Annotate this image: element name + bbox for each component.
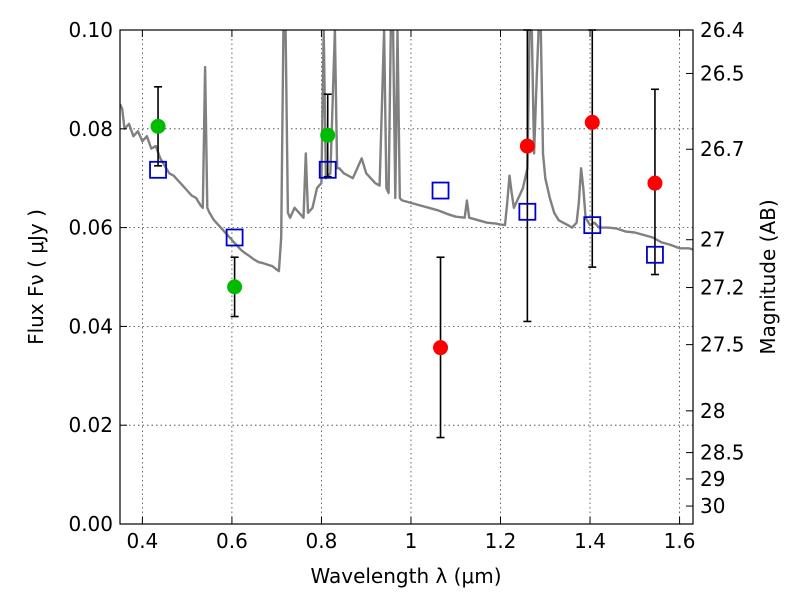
y-tick-label: 0.08 bbox=[68, 117, 113, 141]
model-point-square bbox=[149, 160, 167, 179]
y-tick-label: 0.02 bbox=[68, 413, 113, 437]
y-tick-label: 0.10 bbox=[68, 18, 113, 42]
points-layer bbox=[149, 29, 664, 439]
y2-tick-label: 26.7 bbox=[700, 137, 745, 161]
model-point-square bbox=[518, 202, 537, 221]
y2-tick-label: 26.5 bbox=[700, 61, 745, 85]
y2-tick-label: 29 bbox=[700, 467, 725, 491]
model-point-square bbox=[431, 181, 450, 200]
x-axis-label: Wavelength λ (μm) bbox=[310, 564, 501, 588]
data-point-circle bbox=[584, 114, 600, 130]
data-point-circle bbox=[320, 127, 336, 143]
y-tick-label: 0.00 bbox=[68, 512, 113, 536]
plot-frame bbox=[119, 29, 694, 525]
y2-tick-label: 28 bbox=[700, 399, 725, 423]
x-tick-label: 1 bbox=[405, 529, 418, 553]
x-tick-label: 0.6 bbox=[216, 529, 248, 553]
model-point-square bbox=[583, 216, 602, 235]
x-tick-label: 1.4 bbox=[574, 529, 606, 553]
y2-tick-label: 27.5 bbox=[700, 333, 745, 357]
plot-area bbox=[120, 30, 693, 273]
y2-axis-label: Magnitude (AB) bbox=[756, 199, 780, 354]
y2-tick-label: 28.5 bbox=[700, 441, 745, 465]
data-point-circle bbox=[150, 118, 166, 134]
y2-tick-label: 26.4 bbox=[700, 18, 745, 42]
y2-tick-label: 27 bbox=[700, 228, 725, 252]
x-tick-label: 1.6 bbox=[664, 529, 696, 553]
model-spectrum-line bbox=[120, 30, 693, 273]
x-tick-label: 0.8 bbox=[306, 529, 338, 553]
x-tick-label: 1.2 bbox=[485, 529, 517, 553]
y-tick-label: 0.06 bbox=[68, 216, 113, 240]
model-point-square bbox=[646, 245, 664, 264]
y-axis-label: Flux Fν ( μJy ) bbox=[24, 209, 48, 345]
ticks-layer: 0.4 0.6 0.8 1 1.2 1.4 1.6 0.00 0.02 0.04 0.06 0.08 0… bbox=[68, 18, 744, 553]
y2-tick-label: 30 bbox=[700, 494, 725, 518]
data-point-circle bbox=[433, 340, 449, 356]
model-point-square bbox=[225, 228, 244, 247]
model-point-square bbox=[318, 160, 337, 179]
data-point-circle bbox=[227, 279, 243, 295]
data-point-circle bbox=[519, 138, 535, 154]
y2-tick-label: 27.2 bbox=[700, 276, 745, 300]
y-tick-label: 0.04 bbox=[68, 314, 113, 338]
x-tick-label: 0.4 bbox=[126, 529, 158, 553]
data-point-circle bbox=[647, 175, 663, 191]
